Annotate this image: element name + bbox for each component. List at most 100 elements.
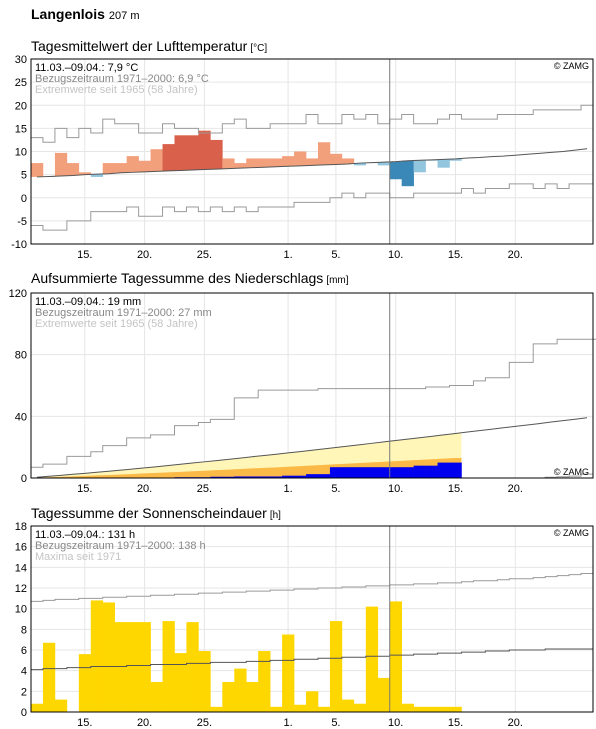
x-tick-label: 20. <box>508 483 523 495</box>
temperature-bar <box>31 163 44 177</box>
sunshine-chart: 0 2 4 6 8 10 12 14 16 18 15. 20. 25. 1. 5. 10. 15. 20. 11.… <box>15 521 594 729</box>
y-tick-label: 10 <box>15 604 27 616</box>
precipitation-bar <box>401 467 414 478</box>
y-tick-label: 6 <box>21 645 27 657</box>
y-tick-label: 80 <box>15 350 27 362</box>
temperature-bar <box>222 158 235 169</box>
x-tick-label: 20. <box>137 249 152 261</box>
temperature-bar <box>246 158 259 168</box>
precipitation-unit: [mm] <box>326 275 349 286</box>
temperature-bar <box>234 163 247 169</box>
x-tick-label: 10. <box>388 249 403 261</box>
temperature-bar <box>174 135 187 171</box>
sunshine-bar <box>102 602 116 712</box>
precipitation-chart: 0 40 80 120 15. 20. 25. 1. 5. 10. 15. 20. 11.03.–09.… <box>9 288 596 495</box>
temperature-bar <box>138 160 151 172</box>
precipitation-bar <box>282 475 295 478</box>
x-tick-label: 15. <box>77 483 92 495</box>
temperature-bar <box>258 158 271 168</box>
sunshine-bar <box>377 677 391 712</box>
y-tick-label: 10 <box>15 147 27 159</box>
y-tick-label: 0 <box>21 473 27 485</box>
y-tick-label: 20 <box>15 100 27 112</box>
sunshine-bar <box>365 606 379 712</box>
reference-sunshine-line <box>31 648 593 671</box>
x-tick-label: 1. <box>283 483 292 495</box>
temperature-bar <box>114 163 127 173</box>
y-tick-label: 18 <box>15 521 27 533</box>
precipitation-bar <box>234 476 247 478</box>
sunshine-bar <box>437 706 450 712</box>
info-line: 11.03.–09.04.: 131 h <box>35 529 135 541</box>
x-tick-label: 25. <box>197 249 212 261</box>
sunshine-bar <box>162 621 175 712</box>
temperature-bar <box>341 158 355 164</box>
sunshine-plot-frame <box>30 525 594 713</box>
sunshine-bar <box>210 706 223 712</box>
sunshine-bar <box>126 622 139 712</box>
sunshine-bar <box>78 654 92 712</box>
station-elevation: 207 m <box>108 10 140 22</box>
temperature-chart-title: Tagesmittelwert der Lufttemperatur [°C] <box>31 38 267 54</box>
y-tick-label: 8 <box>21 624 27 636</box>
precipitation-bar <box>258 476 271 478</box>
temperature-bar <box>270 158 283 167</box>
reference-cumulative-line <box>36 417 588 478</box>
temperature-bar <box>210 139 223 170</box>
precipitation-bar <box>341 467 355 478</box>
temperature-bar <box>401 160 414 187</box>
temperature-bar <box>150 149 163 172</box>
y-tick-label: 15 <box>15 123 27 135</box>
info-line: Bezugszeitraum 1971–2000: 6,9 °C <box>35 73 209 85</box>
y-tick-label: 0 <box>21 193 27 205</box>
precipitation-bar <box>449 462 462 478</box>
x-tick-label: 20. <box>137 483 152 495</box>
sunshine-bar <box>401 703 414 712</box>
info-line: 11.03.–09.04.: 19 mm <box>35 296 141 308</box>
info-line: Maxima seit 1971 <box>35 551 121 563</box>
x-tick-label: 5. <box>331 717 340 729</box>
temperature-bar <box>126 156 139 173</box>
sunshine-bar <box>294 704 307 712</box>
copyright-label: © ZAMG <box>554 467 589 477</box>
sunshine-bar <box>186 622 199 712</box>
precipitation-bar <box>413 465 426 478</box>
sunshine-bar <box>31 703 44 712</box>
sunshine-title-text: Tagessumme der Sonnenscheindauer <box>31 505 267 521</box>
precipitation-bar <box>294 475 307 478</box>
y-tick-label: 14 <box>15 562 27 574</box>
sunshine-bar <box>198 651 211 712</box>
temperature-bar <box>102 163 116 174</box>
sunshine-bar <box>90 600 104 712</box>
info-line: Extremwerte seit 1965 (58 Jahre) <box>35 84 198 96</box>
station-header: Langenlois 207 m <box>31 6 139 22</box>
precipitation-chart-title: Aufsummierte Tagessumme des Niederschlag… <box>31 270 349 286</box>
max-sunshine-line <box>31 573 593 602</box>
x-tick-label: 10. <box>388 717 403 729</box>
precipitation-bar <box>389 467 402 478</box>
y-tick-label: 120 <box>9 288 27 300</box>
temperature-title-text: Tagesmittelwert der Lufttemperatur <box>31 38 248 54</box>
min-extreme-line <box>31 183 593 231</box>
x-tick-label: 15. <box>448 249 463 261</box>
sunshine-bar <box>306 691 319 712</box>
temperature-bar <box>282 156 295 167</box>
x-tick-label: 15. <box>77 249 92 261</box>
precipitation-bar <box>306 474 319 478</box>
x-tick-label: 1. <box>283 249 292 261</box>
info-line: Bezugszeitraum 1971–2000: 27 mm <box>35 307 212 319</box>
sunshine-bar <box>246 682 259 712</box>
y-tick-label: -5 <box>17 216 27 228</box>
sunshine-bar <box>222 682 235 712</box>
y-tick-label: 40 <box>15 411 27 423</box>
y-tick-label: 16 <box>15 542 27 554</box>
temperature-unit: [°C] <box>250 43 268 54</box>
x-tick-label: 25. <box>197 717 212 729</box>
x-tick-label: 15. <box>77 717 92 729</box>
x-tick-label: 10. <box>388 483 403 495</box>
temperature-plot-frame <box>30 58 594 245</box>
station-name: Langenlois <box>31 6 105 22</box>
precipitation-bar <box>353 467 367 478</box>
